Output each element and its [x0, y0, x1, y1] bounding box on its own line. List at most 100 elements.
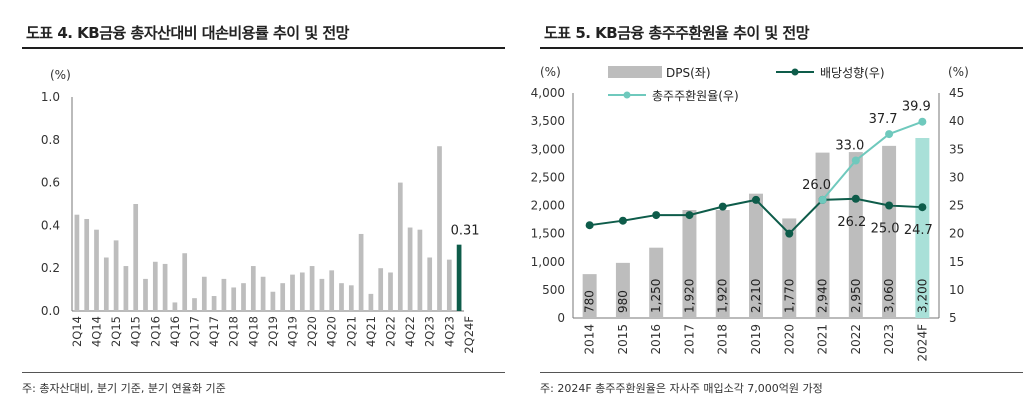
dps-value-label: 980 [616, 290, 630, 313]
left-y-tick-label: 0.2 [41, 261, 60, 275]
payout-ratio-point [851, 194, 860, 203]
right-right-tick-label: 20 [949, 227, 964, 241]
credit-cost-bar [427, 257, 433, 311]
total-return-point [918, 117, 927, 126]
payout-ratio-point [585, 221, 594, 230]
payout-value-label: 25.0 [871, 222, 900, 237]
right-right-tick-label: 45 [949, 86, 964, 100]
left-y-tick-label: 1.0 [41, 90, 60, 104]
credit-cost-bar [162, 263, 168, 311]
right-footer-rule [540, 372, 1023, 373]
right-left-tick-label: 2,500 [531, 170, 565, 184]
credit-cost-bar [388, 272, 393, 311]
dps-bar [715, 210, 730, 318]
dps-bar [615, 262, 630, 318]
right-x-tick-label: 2023 [882, 324, 896, 355]
credit-cost-bar [329, 270, 335, 311]
total-return-point [885, 130, 894, 139]
credit-cost-bar [143, 278, 148, 311]
left-x-tick-label: 4Q21 [364, 316, 378, 347]
dps-value-label: 1,770 [782, 279, 796, 313]
legend-dps-swatch [608, 66, 662, 78]
credit-cost-bar [358, 233, 364, 311]
left-x-tick-label: 2Q16 [148, 316, 162, 347]
legend-payout-marker [791, 68, 799, 76]
total-return-line [821, 120, 923, 201]
legend-return-label: 총주주환원율(우) [652, 89, 739, 103]
credit-cost-bar [113, 240, 119, 311]
legend-dps-label: DPS(좌) [666, 66, 711, 80]
dps-bar [682, 210, 697, 318]
left-x-tick-label: 4Q14 [90, 316, 104, 347]
payout-ratio-point [752, 195, 760, 204]
left-footer-rule [22, 372, 505, 373]
dps-value-label: 3,200 [915, 279, 929, 313]
left-x-tick-label: 4Q22 [403, 316, 417, 347]
payout-value-label: 24.7 [904, 223, 933, 238]
credit-cost-bar [211, 296, 217, 311]
credit-cost-bar [172, 302, 178, 311]
left-x-tick-label: 4Q19 [286, 316, 300, 347]
right-left-tick-label: 500 [542, 283, 565, 297]
last-value-annotation: 0.31 [451, 224, 480, 239]
left-x-tick-label: 2Q15 [109, 316, 123, 347]
left-x-tick-label: 4Q18 [246, 316, 260, 347]
dps-bar [582, 274, 597, 318]
dps-value-label: 2,940 [816, 279, 830, 313]
right-right-tick-label: 10 [949, 283, 964, 297]
credit-cost-bar [94, 229, 99, 311]
right-chart-title: 도표 5. KB금융 총주주환원율 추이 및 전망 [544, 24, 810, 42]
right-legend: DPS(좌) 배당성향(우) 총주주환원율(우) [608, 66, 885, 103]
dps-bar [782, 218, 797, 318]
left-x-tick-label: 2Q21 [344, 316, 358, 347]
payout-ratio-point [685, 211, 694, 220]
payout-ratio-point [885, 201, 894, 210]
left-x-tick-label: 2Q23 [423, 316, 437, 347]
credit-cost-bar [270, 291, 276, 311]
dps-forecast-bar [915, 138, 930, 318]
credit-cost-bar [221, 278, 227, 311]
total-return-value-label: 33.0 [835, 139, 864, 154]
credit-cost-bar [397, 182, 403, 311]
left-x-tick-label: 2Q20 [305, 316, 319, 347]
left-x-tick-label: 4Q17 [207, 316, 221, 347]
left-y-unit: (%) [50, 68, 71, 82]
credit-cost-bar [103, 257, 109, 311]
payout-ratio-point [918, 203, 927, 212]
credit-cost-bar [339, 283, 344, 311]
right-left-tick-label: 3,000 [531, 142, 565, 156]
credit-cost-bar [446, 259, 452, 311]
right-x-tick-label: 2022 [849, 324, 863, 355]
right-left-tick-label: 1,500 [531, 227, 565, 241]
right-x-tick-label: 2018 [716, 324, 730, 355]
payout-ratio-point [652, 211, 661, 220]
shareholder-return-chart: (%) (%) 0 500 1,000 1,500 2,000 2,500 3,000 3,5… [531, 65, 969, 361]
right-right-tick-label: 15 [949, 255, 964, 269]
credit-cost-bar [123, 266, 129, 311]
right-left-tick-label: 1,000 [531, 255, 565, 269]
credit-cost-bar [299, 272, 305, 311]
credit-cost-bar [309, 266, 315, 311]
right-footnote: 주: 2024F 총주주환원율은 자사주 매입소각 7,000억원 가정 [540, 382, 823, 395]
credit-cost-bar [201, 276, 207, 311]
credit-cost-bar [133, 204, 139, 311]
credit-cost-panel: 도표 4. KB금융 총자산대비 대손비용률 추이 및 전망 (%) 0.0 0.… [0, 0, 505, 400]
dps-bar [882, 145, 897, 318]
credit-cost-bar [260, 276, 266, 311]
total-return-point [851, 156, 860, 165]
dps-value-label: 2,950 [849, 279, 863, 313]
credit-cost-bar [407, 227, 413, 311]
right-right-tick-label: 35 [949, 142, 964, 156]
dps-value-label: 1,920 [716, 279, 730, 313]
total-return-point [818, 195, 827, 204]
left-x-tick-label: 2Q14 [70, 316, 84, 347]
right-right-tick-label: 40 [949, 114, 964, 128]
right-x-tick-label: 2016 [649, 324, 663, 355]
credit-cost-bar [84, 218, 90, 311]
right-x-tick-label: 2015 [616, 324, 630, 355]
legend-payout-label: 배당성향(우) [820, 66, 885, 80]
credit-cost-bar [348, 285, 354, 311]
credit-cost-chart: (%) 0.0 0.2 0.4 0.6 0.8 1.0 2Q14 4Q14 2Q15 4Q15 2… [41, 68, 480, 354]
credit-cost-bar [368, 293, 374, 311]
dps-value-label: 3,060 [882, 279, 896, 313]
